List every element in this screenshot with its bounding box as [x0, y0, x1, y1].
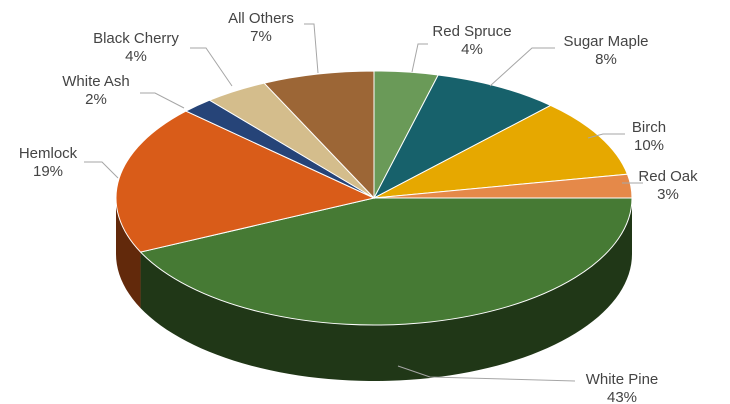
slice-percent-white-ash: 2%: [85, 91, 107, 108]
slice-percent-birch: 10%: [634, 137, 664, 154]
pie-slice-all-others: [263, 70, 375, 200]
leader-line-birch: [587, 133, 625, 139]
slice-percent-red-spruce: 4%: [461, 41, 483, 58]
slice-percent-all-others: 7%: [250, 28, 272, 45]
slice-label-red-oak: Red Oak: [638, 168, 698, 185]
leader-line-red-spruce: [411, 43, 428, 73]
slice-label-red-spruce: Red Spruce: [432, 23, 511, 40]
slice-label-white-ash: White Ash: [62, 73, 130, 90]
pie-side-white-pine: [140, 198, 633, 381]
leader-line-all-others: [304, 23, 319, 74]
leader-lines: [84, 23, 643, 382]
slice-label-all-others: All Others: [228, 10, 294, 27]
leader-line-white-pine: [397, 365, 576, 382]
slice-label-sugar-maple: Sugar Maple: [563, 33, 648, 50]
pie-slice-white-pine: [139, 197, 633, 326]
slice-percent-sugar-maple: 8%: [595, 51, 617, 68]
slice-percent-white-pine: 43%: [607, 389, 637, 404]
slice-label-white-pine: White Pine: [586, 371, 659, 388]
slice-label-birch: Birch: [632, 119, 666, 136]
slice-percent-red-oak: 3%: [657, 186, 679, 203]
pie-top-faces: [115, 70, 633, 326]
leader-line-black-cherry: [190, 47, 233, 87]
slice-label-black-cherry: Black Cherry: [93, 30, 179, 47]
pie-slice-sugar-maple: [372, 74, 552, 200]
leader-line-white-ash: [140, 92, 185, 109]
leader-line-sugar-maple: [489, 47, 555, 87]
slice-percent-hemlock: 19%: [33, 163, 63, 180]
pie-slice-birch: [373, 104, 629, 199]
slice-label-hemlock: Hemlock: [19, 145, 78, 162]
slice-percent-black-cherry: 4%: [125, 48, 147, 65]
leader-line-hemlock: [84, 161, 119, 179]
pie-slice-hemlock: [115, 110, 376, 253]
